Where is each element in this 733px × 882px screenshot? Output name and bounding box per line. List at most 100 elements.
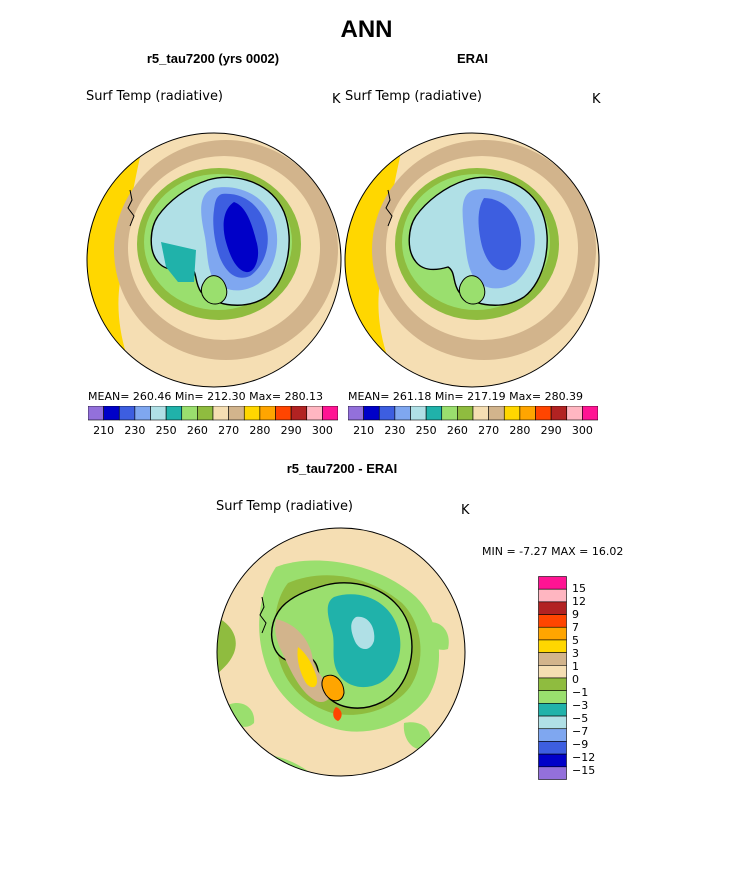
colorbar-swatch (228, 406, 245, 421)
panel-2-units-label: K (592, 92, 601, 107)
diff-colorbar-swatch (538, 753, 567, 768)
diff-level-label: 15 (572, 582, 586, 595)
diff-level-label: −1 (572, 686, 589, 699)
colorbar-swatch (410, 406, 427, 421)
colorbar-swatch (550, 406, 568, 421)
diff-level-label: −9 (572, 738, 589, 751)
cbar-tick: 280 (249, 424, 271, 437)
panel-1-subtitle: r5_tau7200 (yrs 0002) (146, 51, 280, 66)
diff-level-label: 0 (572, 673, 579, 686)
colorbar-swatch (275, 406, 292, 421)
colorbar-swatch (322, 406, 338, 421)
colorbar-swatch (103, 406, 120, 421)
colorbar-swatch (165, 406, 183, 421)
diff-colorbar-swatch (538, 614, 567, 628)
diff-level-label: −15 (572, 764, 596, 777)
diff-panel-colorbar (538, 576, 567, 780)
diff-colorbar-swatch (538, 690, 567, 704)
colorbar-swatch (535, 406, 552, 421)
colorbar-swatch (88, 406, 104, 421)
colorbar-swatch (441, 406, 458, 421)
diff-level-label: 9 (572, 608, 579, 621)
colorbar-swatch (134, 406, 151, 421)
cbar-tick: 230 (124, 424, 146, 437)
colorbar-swatch (181, 406, 198, 421)
cbar-tick: 230 (384, 424, 406, 437)
cbar-tick: 300 (571, 424, 593, 437)
cbar-tick: 260 (186, 424, 208, 437)
panel-2-stats: MEAN= 261.18 Min= 217.19 Max= 280.39 (348, 390, 584, 403)
diff-colorbar-swatch (538, 601, 567, 615)
colorbar-swatch (306, 406, 323, 421)
diff-panel-colorbar-labels: 15 12 9 7 5 3 1 0 −1 −3 −5 −7 −9 −12 −15 (572, 576, 612, 786)
cbar-tick: 210 (93, 424, 115, 437)
colorbar-swatch (582, 406, 598, 421)
diff-level-label: 5 (572, 634, 579, 647)
panel-2-colorbar (348, 406, 598, 421)
diff-level-label: 1 (572, 660, 579, 673)
colorbar-swatch (457, 406, 474, 421)
cbar-tick: 270 (478, 424, 500, 437)
diff-colorbar-swatch (538, 626, 567, 641)
diff-level-label: 12 (572, 595, 586, 608)
diff-level-label: −12 (572, 751, 596, 764)
diff-level-label: −5 (572, 712, 589, 725)
cbar-tick: 260 (446, 424, 468, 437)
diff-colorbar-swatch (538, 652, 567, 666)
panel-1-colorbar-ticks: 210 230 250 260 270 280 290 300 (88, 424, 338, 438)
panel-2-subtitle: ERAI (456, 51, 489, 66)
colorbar-swatch (290, 406, 308, 421)
colorbar-swatch (378, 406, 396, 421)
colorbar-swatch (118, 406, 136, 421)
page-title: ANN (340, 16, 393, 43)
cbar-tick: 300 (311, 424, 333, 437)
panel-1-units-label: K (332, 92, 341, 107)
diff-colorbar-swatch (538, 576, 567, 590)
panel-2-colorbar-ticks: 210 230 250 260 270 280 290 300 (348, 424, 598, 438)
cbar-tick: 250 (155, 424, 177, 437)
cbar-tick: 290 (280, 424, 302, 437)
panel-2-variable-label: Surf Temp (radiative) (345, 89, 483, 104)
diff-colorbar-swatch (538, 665, 567, 679)
diff-level-label: −7 (572, 725, 589, 738)
cbar-tick: 270 (218, 424, 240, 437)
colorbar-swatch (503, 406, 521, 421)
colorbar-swatch (425, 406, 443, 421)
panel-1-polar-map (86, 132, 342, 388)
colorbar-swatch (519, 406, 536, 421)
cbar-tick: 290 (540, 424, 562, 437)
diff-colorbar-swatch (538, 677, 567, 691)
diff-colorbar-swatch (538, 766, 567, 780)
diff-panel-variable-label: Surf Temp (radiative) (216, 499, 354, 514)
diff-panel-minmax: MIN = -7.27 MAX = 16.02 (482, 545, 624, 558)
diff-colorbar-swatch (538, 639, 567, 653)
diff-colorbar-swatch (538, 703, 567, 717)
colorbar-swatch (197, 406, 214, 421)
colorbar-swatch (243, 406, 261, 421)
diff-level-label: 7 (572, 621, 579, 634)
diff-panel-units-label: K (461, 503, 470, 518)
colorbar-swatch (472, 406, 489, 421)
panel-1-stats: MEAN= 260.46 Min= 212.30 Max= 280.13 (88, 390, 324, 403)
colorbar-swatch (394, 406, 411, 421)
diff-level-label: −3 (572, 699, 589, 712)
diff-colorbar-swatch (538, 715, 567, 730)
diff-colorbar-swatch (538, 728, 567, 742)
cbar-tick: 280 (509, 424, 531, 437)
colorbar-swatch (566, 406, 583, 421)
diff-colorbar-swatch (538, 741, 567, 755)
colorbar-swatch (259, 406, 276, 421)
diff-colorbar-swatch (538, 588, 567, 603)
panel-1-colorbar (88, 406, 338, 421)
panel-2-polar-map (344, 132, 600, 388)
colorbar-swatch (348, 406, 364, 421)
diff-level-label: 3 (572, 647, 579, 660)
panel-1-variable-label: Surf Temp (radiative) (86, 89, 224, 104)
cbar-tick: 250 (415, 424, 437, 437)
colorbar-swatch (488, 406, 505, 421)
colorbar-swatch (212, 406, 229, 421)
diff-panel-subtitle: r5_tau7200 - ERAI (286, 461, 398, 476)
cbar-tick: 210 (353, 424, 375, 437)
colorbar-swatch (150, 406, 167, 421)
colorbar-swatch (363, 406, 380, 421)
